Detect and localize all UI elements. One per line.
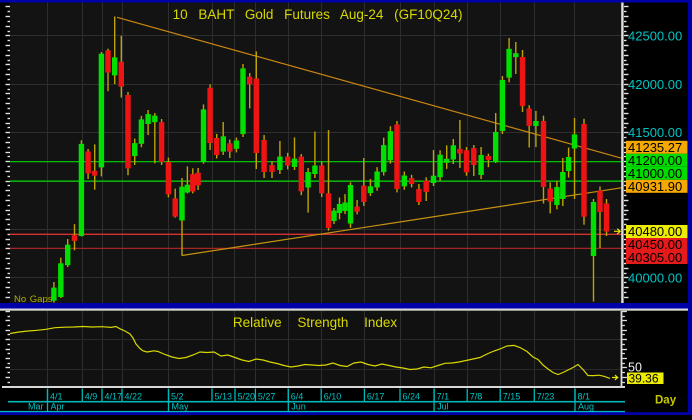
- svg-text:4/17: 4/17: [105, 392, 123, 402]
- svg-text:41000.00: 41000.00: [628, 166, 682, 181]
- svg-text:Mar: Mar: [28, 401, 44, 411]
- svg-text:6/4: 6/4: [291, 392, 304, 402]
- svg-text:8/1: 8/1: [578, 392, 591, 402]
- svg-text:7/15: 7/15: [503, 392, 521, 402]
- svg-text:39.36: 39.36: [629, 372, 659, 386]
- svg-text:Aug: Aug: [578, 401, 594, 411]
- svg-text:Relative Strength Index: Relative Strength Index: [233, 315, 398, 330]
- svg-text:5/13: 5/13: [215, 392, 233, 402]
- svg-text:6/17: 6/17: [367, 392, 385, 402]
- svg-text:42000.00: 42000.00: [628, 77, 682, 92]
- svg-text:May: May: [172, 401, 190, 411]
- svg-text:42500.00: 42500.00: [628, 28, 682, 43]
- svg-text:41500.00: 41500.00: [628, 125, 682, 140]
- svg-text:5/27: 5/27: [258, 392, 276, 402]
- svg-text:6/24: 6/24: [403, 392, 421, 402]
- svg-text:40450.00: 40450.00: [628, 237, 682, 252]
- svg-text:40931.90: 40931.90: [628, 179, 682, 194]
- svg-text:No Gaps: No Gaps: [14, 294, 53, 305]
- svg-text:5/20: 5/20: [238, 392, 256, 402]
- svg-text:50: 50: [628, 361, 642, 375]
- svg-text:Apr: Apr: [51, 401, 65, 411]
- svg-text:41235.27: 41235.27: [628, 140, 682, 155]
- svg-text:40480.00: 40480.00: [628, 224, 682, 239]
- svg-text:40000.00: 40000.00: [628, 270, 682, 285]
- svg-text:7/23: 7/23: [537, 392, 555, 402]
- svg-text:10 BAHT Gold Futures Aug-24 (G: 10 BAHT Gold Futures Aug-24 (GF10Q24): [173, 7, 463, 22]
- svg-text:Day: Day: [655, 395, 677, 407]
- svg-text:Jun: Jun: [291, 401, 306, 411]
- svg-text:5/2: 5/2: [171, 392, 184, 402]
- svg-text:4/22: 4/22: [125, 392, 143, 402]
- svg-text:Jul: Jul: [437, 401, 449, 411]
- svg-text:4/9: 4/9: [85, 392, 98, 402]
- svg-text:41200.00: 41200.00: [628, 153, 682, 168]
- svg-text:6/10: 6/10: [324, 392, 342, 402]
- svg-text:7/8: 7/8: [470, 392, 483, 402]
- svg-text:4/1: 4/1: [50, 392, 63, 402]
- svg-text:7/1: 7/1: [437, 392, 450, 402]
- svg-text:40305.00: 40305.00: [628, 250, 682, 265]
